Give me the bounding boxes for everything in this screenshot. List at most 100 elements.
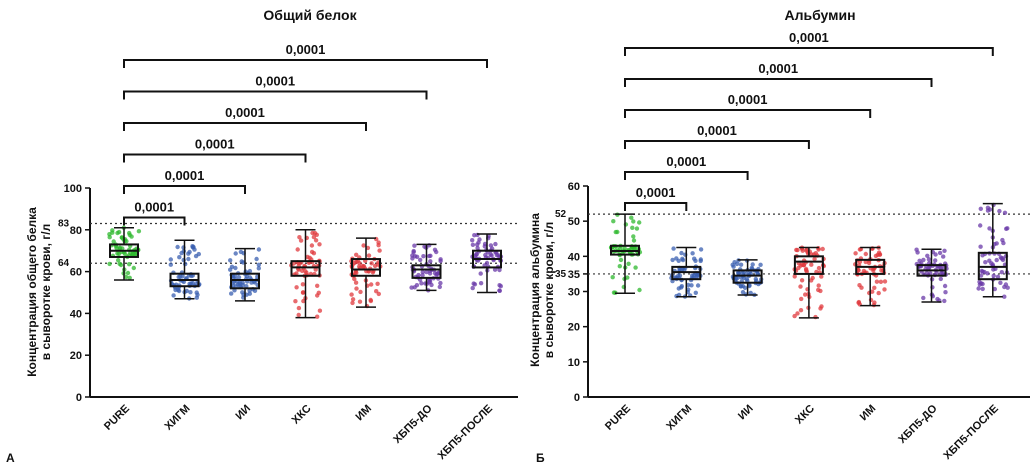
- category-label: ИМ: [858, 403, 879, 424]
- data-point: [799, 278, 805, 283]
- category-label: ХКС: [290, 403, 314, 427]
- data-point: [313, 267, 318, 272]
- y-tick-label: 0: [76, 392, 82, 404]
- data-point: [484, 260, 490, 266]
- data-point: [175, 244, 180, 250]
- data-point: [634, 226, 640, 231]
- data-point: [874, 279, 880, 284]
- data-point: [229, 291, 234, 296]
- box-ХБП5-ПОСЛЕ: [470, 232, 504, 294]
- y-tick-label: 40: [70, 308, 82, 320]
- reference-line-label: 64: [58, 258, 70, 269]
- data-point: [471, 281, 476, 286]
- data-point: [637, 220, 642, 225]
- data-point: [610, 275, 615, 280]
- data-point: [926, 257, 932, 262]
- data-point: [315, 293, 320, 298]
- data-point: [353, 280, 359, 285]
- p-value-label: 0,0001: [165, 168, 205, 183]
- data-point: [804, 269, 809, 274]
- data-point: [233, 251, 238, 256]
- significance-bracket: 0,0001: [123, 74, 428, 100]
- data-point: [315, 314, 320, 319]
- bracket-line: [123, 216, 186, 226]
- data-point: [795, 311, 800, 316]
- data-point: [818, 306, 823, 311]
- data-point: [637, 287, 642, 293]
- data-point: [313, 238, 319, 243]
- category-label: PURE: [603, 403, 633, 433]
- p-value-label: 0,0001: [789, 30, 829, 45]
- data-point: [631, 234, 636, 239]
- data-point: [800, 248, 805, 253]
- data-point: [631, 219, 636, 224]
- bracket-line: [123, 90, 428, 100]
- data-point: [177, 255, 182, 260]
- data-point: [107, 261, 112, 267]
- data-point: [350, 297, 356, 302]
- data-point: [989, 261, 994, 266]
- data-point: [940, 270, 945, 276]
- data-point: [247, 268, 253, 274]
- category-label: ИМ: [354, 403, 375, 424]
- data-point: [740, 290, 746, 295]
- data-point: [812, 256, 817, 262]
- box-ХИГМ: [669, 246, 704, 299]
- data-point: [924, 270, 930, 276]
- data-point: [438, 280, 443, 286]
- y-axis-label-line1: Концентрация общего белка: [25, 207, 39, 377]
- data-point: [978, 273, 984, 278]
- data-point: [116, 251, 122, 257]
- data-point: [792, 313, 797, 319]
- data-point: [994, 241, 999, 246]
- p-value-label: 0,0001: [758, 61, 798, 76]
- data-point: [421, 254, 426, 259]
- bracket-line: [624, 78, 933, 87]
- data-point: [1000, 237, 1005, 243]
- bracket-line: [624, 140, 810, 149]
- data-point: [310, 230, 315, 236]
- data-point: [925, 253, 930, 258]
- data-point: [914, 247, 919, 252]
- data-point: [256, 266, 261, 271]
- data-point: [237, 281, 242, 286]
- data-point: [352, 276, 357, 282]
- data-point: [372, 263, 378, 269]
- data-point: [980, 286, 985, 292]
- data-point: [991, 273, 996, 278]
- data-point: [298, 238, 304, 243]
- data-point: [434, 249, 439, 255]
- box-iqr: [290, 260, 321, 277]
- data-point: [412, 254, 418, 259]
- data-point: [127, 232, 132, 238]
- data-point: [942, 283, 948, 289]
- data-point: [693, 290, 698, 295]
- data-point: [689, 283, 694, 288]
- significance-bracket: 0,0001: [123, 200, 186, 226]
- data-point: [927, 265, 932, 270]
- data-point: [488, 243, 494, 248]
- box-ХКС: [289, 229, 323, 319]
- data-point: [194, 290, 199, 295]
- data-point: [679, 250, 684, 256]
- data-point: [127, 275, 132, 280]
- data-point: [116, 258, 121, 263]
- data-point: [738, 284, 744, 289]
- data-point: [194, 295, 199, 300]
- data-point: [798, 308, 804, 313]
- data-point: [314, 232, 319, 237]
- data-point: [670, 257, 675, 263]
- data-point: [252, 288, 258, 293]
- box-iqr: [411, 264, 442, 279]
- data-point: [671, 246, 676, 251]
- data-point: [190, 245, 195, 250]
- box-ИИ: [228, 247, 262, 302]
- y-tick-label: 10: [568, 357, 580, 369]
- data-point: [244, 284, 249, 289]
- data-point: [420, 269, 425, 275]
- data-point: [987, 226, 992, 231]
- data-point: [921, 295, 926, 301]
- p-value-label: 0,0001: [134, 200, 174, 215]
- data-point: [300, 282, 306, 287]
- significance-bracket: 0,0001: [624, 185, 688, 211]
